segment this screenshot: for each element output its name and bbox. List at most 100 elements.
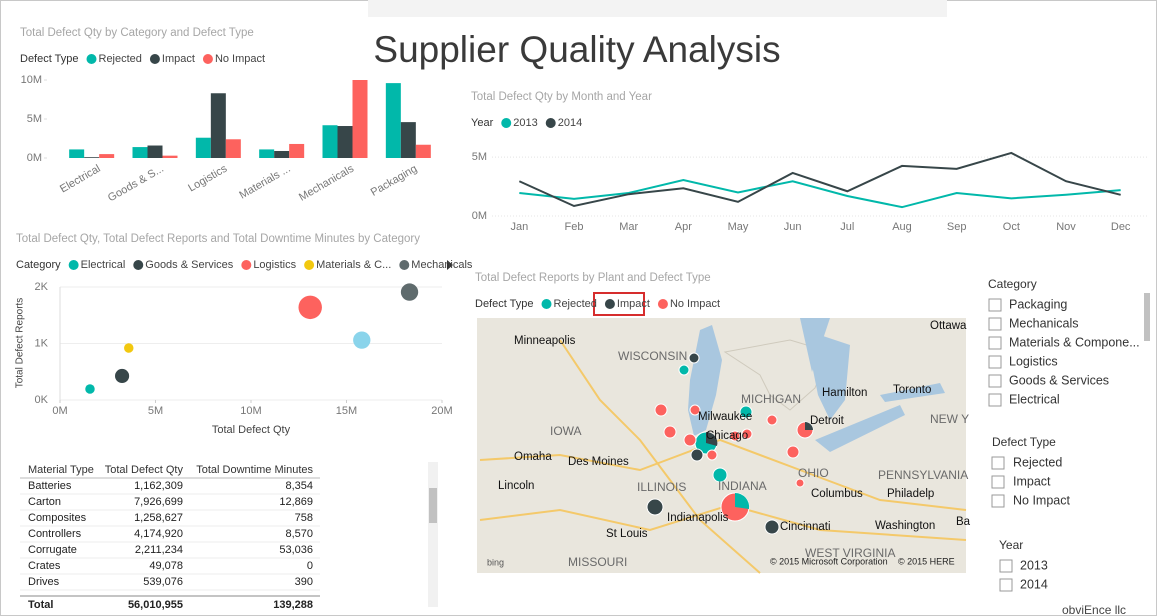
slicer-checkbox[interactable]: [999, 578, 1013, 592]
slicer-checkbox[interactable]: [988, 317, 1002, 331]
table-cell: Batteries: [28, 480, 72, 492]
legend-label[interactable]: Impact: [162, 53, 195, 65]
map-copyright: bing: [487, 557, 504, 567]
chart-title: Total Defect Qty by Month and Year: [471, 91, 652, 103]
bar: [225, 139, 241, 158]
slicer-item[interactable]: Materials & Compone...: [1009, 335, 1140, 349]
slicer-checkbox[interactable]: [999, 559, 1013, 573]
slicer-checkbox[interactable]: [991, 475, 1005, 489]
x-tick-label: Mar: [619, 221, 638, 233]
x-tick-label: Apr: [675, 221, 692, 233]
legend-label[interactable]: No Impact: [670, 298, 720, 310]
legend-label[interactable]: Rejected: [554, 298, 597, 310]
legend-marker: [304, 260, 315, 270]
slicer-checkbox[interactable]: [988, 374, 1002, 388]
slicer-checkbox[interactable]: [991, 494, 1005, 508]
x-tick-label: Dec: [1111, 221, 1131, 233]
bubble[interactable]: [124, 343, 134, 353]
slicer-scrollbar[interactable]: [1144, 293, 1150, 341]
map-label: Ba: [956, 516, 971, 528]
legend-marker: [604, 299, 615, 309]
slicer-item[interactable]: 2014: [1020, 577, 1048, 591]
legend-label[interactable]: Electrical: [81, 259, 126, 271]
slicer-item[interactable]: Mechanicals: [1009, 316, 1078, 330]
legend-label[interactable]: 2013: [513, 117, 537, 129]
table-total: Total: [28, 599, 53, 611]
slicer-item[interactable]: Impact: [1013, 474, 1051, 488]
x-axis-label: Total Defect Qty: [212, 424, 291, 436]
map-label: Lincoln: [498, 480, 534, 492]
bar: [210, 93, 226, 158]
slicer-item[interactable]: 2013: [1020, 558, 1048, 572]
legend-title: Defect Type: [475, 298, 534, 310]
legend-marker: [149, 54, 160, 64]
slicer-checkbox[interactable]: [988, 355, 1002, 369]
road: [479, 503, 967, 541]
legend-label[interactable]: Goods & Services: [145, 259, 234, 271]
legend-label[interactable]: Materials & C...: [316, 259, 391, 271]
bar: [337, 126, 353, 158]
bar: [99, 154, 115, 158]
legend-marker: [202, 54, 213, 64]
michigan-land: [723, 339, 831, 411]
map-label: Columbus: [811, 488, 863, 500]
table-cell: Drives: [28, 576, 60, 588]
x-tick-label: 15M: [336, 405, 357, 417]
table-cell: 0: [307, 560, 313, 572]
slicer-checkbox[interactable]: [988, 393, 1002, 407]
legend-more-arrow[interactable]: [447, 260, 453, 270]
x-tick-label: Aug: [892, 221, 912, 233]
bubble[interactable]: [298, 295, 322, 320]
table-header: Material Type: [28, 464, 94, 476]
bar: [352, 80, 368, 158]
slicer-item[interactable]: No Impact: [1013, 493, 1070, 507]
slicer-checkbox[interactable]: [988, 298, 1002, 312]
x-tick-label: Jul: [840, 221, 854, 233]
map-label: Toronto: [893, 384, 931, 396]
table-scrollbar[interactable]: [428, 462, 438, 607]
slicer-checkbox[interactable]: [988, 336, 1002, 350]
table-cell: 539,076: [143, 576, 183, 588]
bar: [259, 149, 275, 158]
bar: [400, 122, 416, 158]
table-cell: Crates: [28, 560, 61, 572]
map-label: Minneapolis: [514, 335, 576, 347]
header-strip: [368, 0, 947, 17]
map-label: NEW Y: [930, 412, 969, 426]
slicer-item[interactable]: Rejected: [1013, 455, 1062, 469]
map-label: Omaha: [514, 451, 552, 463]
legend-label[interactable]: Rejected: [99, 53, 142, 65]
legend-label[interactable]: 2014: [558, 117, 582, 129]
slicer-item[interactable]: Packaging: [1009, 297, 1067, 311]
lake-ontario: [880, 383, 945, 402]
bubble[interactable]: [85, 384, 95, 394]
table-cell: 758: [295, 512, 313, 524]
slicer-item[interactable]: Logistics: [1009, 354, 1058, 368]
legend-label[interactable]: No Impact: [215, 53, 265, 65]
bar: [162, 155, 178, 158]
table-header: Total Defect Qty: [105, 464, 184, 476]
bubble[interactable]: [400, 283, 419, 301]
legend-marker: [133, 260, 144, 270]
map[interactable]: [477, 318, 967, 574]
slicer-item[interactable]: Electrical: [1009, 392, 1060, 406]
table-cell: Corrugate: [28, 544, 77, 556]
map-label: ILLINOIS: [637, 480, 686, 494]
georgian-bay: [800, 318, 830, 372]
map-label: INDIANA: [718, 479, 767, 493]
bubble[interactable]: [353, 331, 371, 349]
legend-label[interactable]: Impact: [617, 298, 650, 310]
table-scroll-thumb[interactable]: [429, 488, 437, 523]
bubble[interactable]: [115, 368, 130, 384]
x-tick-label: Jun: [784, 221, 802, 233]
x-tick-label: Oct: [1003, 221, 1020, 233]
legend-label[interactable]: Mechanicals: [411, 259, 473, 271]
table-cell: 1,258,627: [134, 512, 183, 524]
legend-label[interactable]: Logistics: [253, 259, 296, 271]
slicer-checkbox[interactable]: [991, 456, 1005, 470]
table-header: Total Downtime Minutes: [196, 464, 313, 476]
road: [559, 339, 761, 574]
legend-marker: [241, 260, 252, 270]
slicer-item[interactable]: Goods & Services: [1009, 373, 1109, 387]
